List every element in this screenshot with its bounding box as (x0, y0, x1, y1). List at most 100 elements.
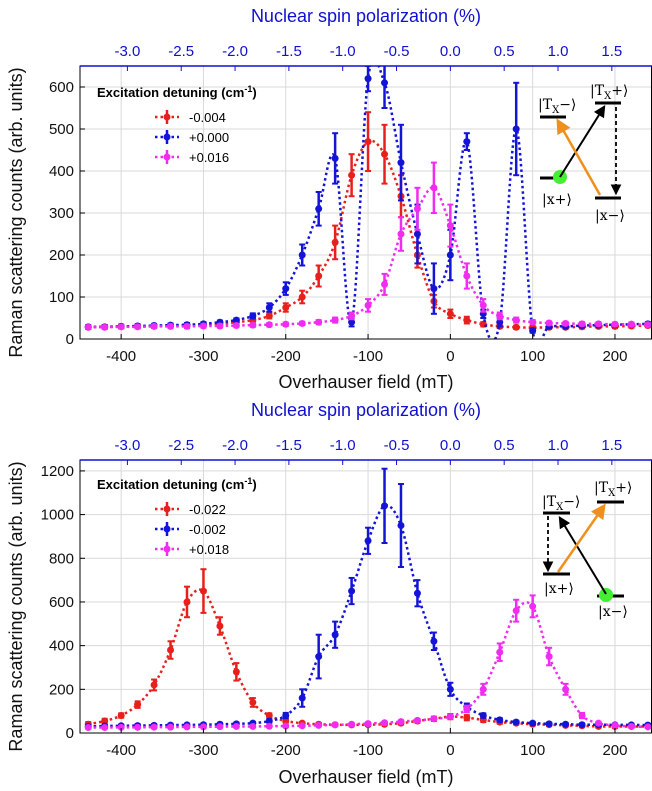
data-point (512, 323, 520, 331)
x-tick-label: 0 (446, 742, 454, 759)
data-point (265, 312, 273, 320)
series-layer (84, 467, 652, 732)
x2-tick-label: 1.0 (548, 43, 569, 60)
x2-tick-labels: -3.0 -2.5 -2.0 -1.5 -1.0 -0.5 0.0 0.5 1.0 1.5 (114, 43, 622, 71)
data-point (595, 320, 603, 328)
y-axis-label: Raman scattering counts (arb. units) (6, 461, 26, 751)
data-point (298, 293, 306, 301)
data-point (101, 724, 109, 732)
legend-label: -0.002 (189, 522, 226, 537)
data-point (183, 723, 191, 731)
data-point (282, 304, 290, 311)
legend-label: +0.016 (189, 150, 229, 165)
x-tick-label: 200 (602, 348, 627, 365)
data-point (249, 698, 257, 706)
x2-tick-label: -1.0 (330, 43, 356, 60)
data-point (298, 251, 306, 259)
data-point (150, 723, 158, 731)
data-point (265, 717, 273, 725)
data-point (315, 653, 323, 661)
legend: Excitation detuning (cm-1) -0.004 +0.000 +… (97, 84, 257, 165)
x2-tick-label: -2.0 (222, 43, 248, 60)
legend: Excitation detuning (cm-1) -0.022 -0.002 +… (97, 476, 257, 557)
data-point (430, 715, 438, 723)
y-axis-label: Raman scattering counts (arb. units) (6, 67, 26, 357)
data-point (595, 719, 603, 727)
y-tick-label: 0 (66, 725, 74, 742)
legend-label: +0.000 (189, 130, 229, 145)
data-point (331, 154, 339, 162)
legend-marker (163, 505, 171, 513)
x2-tick-label: 0.0 (440, 43, 461, 60)
x2-tick-label: 1.5 (601, 437, 622, 454)
data-point (199, 322, 207, 330)
data-point (249, 722, 257, 730)
data-point (578, 721, 586, 729)
series-fit-line (88, 186, 648, 329)
data-point (183, 598, 191, 606)
data-point (298, 319, 306, 327)
data-point (496, 312, 504, 320)
data-point (150, 322, 158, 330)
x-tick-label: 0 (446, 348, 454, 365)
data-point (216, 322, 224, 330)
series-2 (84, 161, 652, 331)
label-T-minus: |TX−⟩ (538, 97, 576, 116)
data-point (413, 230, 421, 238)
data-point (512, 125, 520, 133)
data-point (479, 685, 487, 693)
y-tick-label: 500 (49, 121, 74, 138)
x2-tick-label: -1.5 (276, 43, 302, 60)
data-point (199, 723, 207, 731)
data-point (331, 316, 339, 324)
y-tick-label: 800 (49, 550, 74, 567)
data-point (529, 602, 537, 610)
x2-tick-label: -2.5 (168, 43, 194, 60)
data-point (282, 717, 290, 725)
data-point (381, 502, 389, 510)
x-tick-label: -300 (188, 348, 218, 365)
data-point (512, 607, 520, 615)
data-point (84, 323, 92, 331)
data-point (578, 712, 586, 720)
x2-tick-label: -0.5 (384, 437, 410, 454)
data-point (496, 648, 504, 656)
population-dot (599, 588, 613, 602)
x-tick-label: -100 (353, 742, 383, 759)
data-point (101, 323, 109, 331)
legend-title: Excitation detuning (cm-1) (97, 476, 257, 492)
data-point (529, 327, 537, 335)
x-axis-label: Overhauser field (mT) (278, 767, 453, 787)
data-point (232, 722, 240, 730)
legend-label: -0.022 (189, 502, 226, 517)
y-tick-label: 400 (49, 163, 74, 180)
data-point (446, 713, 454, 721)
data-point (265, 712, 273, 720)
data-point (348, 720, 356, 728)
x2-tick-label: 0.5 (494, 437, 515, 454)
excitation-arrow (559, 104, 606, 178)
x-tick-label: -200 (271, 742, 301, 759)
excitation-arrow (558, 515, 607, 595)
data-point (282, 320, 290, 328)
x-tick-label: -200 (271, 348, 301, 365)
data-point (364, 301, 372, 309)
data-point (199, 587, 207, 595)
data-point (413, 716, 421, 724)
series-fit-line (88, 66, 648, 339)
x-tick-labels: -400 -300 -200 -100 0 100 200 (106, 334, 627, 365)
series-fit-line (88, 504, 648, 728)
data-point (446, 222, 454, 230)
data-point (430, 637, 438, 645)
x2-tick-label: 0.5 (494, 43, 515, 60)
data-point (315, 318, 323, 326)
data-point (216, 622, 224, 630)
label-T-plus: |TX+⟩ (594, 480, 632, 499)
data-point (134, 723, 142, 731)
data-point (512, 718, 520, 726)
data-point (545, 720, 553, 728)
x-axis-label: Overhauser field (mT) (278, 372, 453, 392)
data-point (562, 720, 570, 728)
data-point (627, 320, 635, 328)
